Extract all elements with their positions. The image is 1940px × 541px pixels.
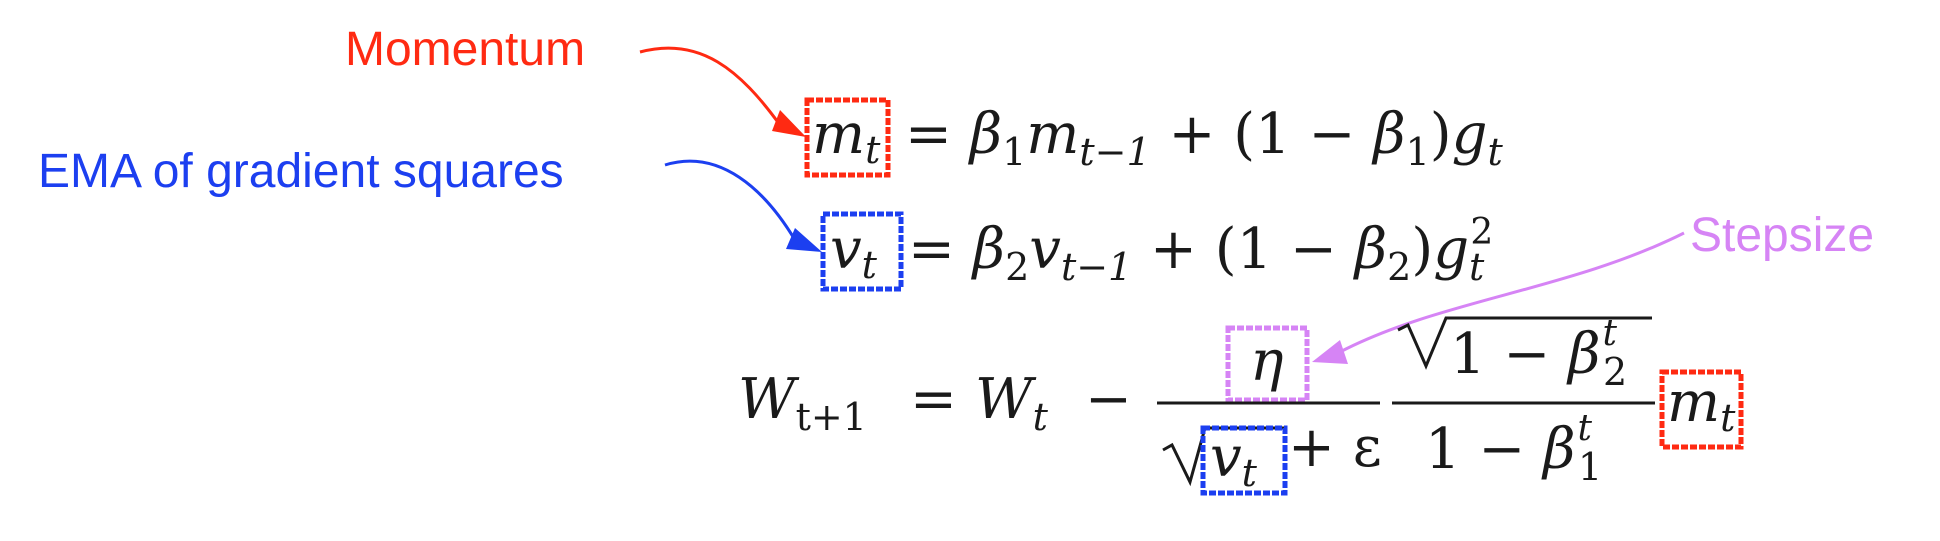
momentum-label: Momentum — [345, 23, 586, 76]
momentum-term-box — [1659, 369, 1744, 450]
v-rhs-token-6: β — [1353, 217, 1387, 282]
momentum-arrow — [639, 46, 806, 137]
stepsize-arrow — [1312, 231, 1685, 364]
v-rhs-token-5: + (1 − — [1132, 217, 1355, 282]
ema-rhs: = β2vt−1 + (1 − β2)gt2 — [908, 212, 1493, 289]
m-symbol: m — [812, 102, 865, 167]
correction-denominator: 1 − βt 1 — [1425, 408, 1602, 489]
m-term: mt — [1667, 370, 1736, 440]
correction-radical — [1397, 316, 1652, 370]
v-rhs-token-0: = — [908, 217, 973, 282]
v-rhs-token-9: g — [1433, 217, 1469, 282]
v-denominator: vt — [1210, 425, 1258, 495]
w-minus: − — [1085, 367, 1132, 432]
m-rhs-token-8: ) — [1430, 102, 1452, 167]
v-rhs-token-8: ) — [1411, 217, 1433, 282]
v-rhs-token-3: v — [1029, 217, 1061, 282]
ema-label: EMA of gradient squares — [38, 145, 564, 198]
svg-text:vt: vt — [830, 217, 878, 287]
m-rhs-token-7: 1 — [1406, 130, 1430, 174]
m-rhs-token-6: β — [1371, 102, 1405, 167]
m-rhs-token-5: + (1 − — [1151, 102, 1374, 167]
m-rhs-token-10: t — [1488, 130, 1504, 174]
v-rhs-token-2: 2 — [1005, 245, 1029, 289]
momentum-rhs: = β1mt−1 + (1 − β1)gt — [905, 102, 1504, 174]
weight-update-equation: Wt+1 = Wt − η vt + ε 1 − βt 2 1 − βt 1 mt — [738, 313, 1744, 496]
v-rhs-token-11: 2 — [1470, 212, 1493, 253]
v-symbol: v — [830, 217, 862, 282]
m-rhs-token-4: t−1 — [1079, 130, 1150, 174]
correction-numerator: 1 − βt 2 — [1450, 313, 1627, 394]
v-rhs-token-7: 2 — [1387, 245, 1411, 289]
ema-equation: vt = β2vt−1 + (1 − β2)gt2 — [820, 211, 1493, 292]
v-rhs-token-10: t — [1469, 245, 1485, 289]
momentum-equation: mt = β1mt−1 + (1 − β1)gt — [804, 97, 1504, 178]
stepsize-box — [1225, 325, 1310, 403]
m-rhs-token-9: g — [1452, 102, 1488, 167]
w-t: Wt — [975, 367, 1049, 439]
svg-text:mt: mt — [812, 102, 881, 172]
v-rhs-token-4: t−1 — [1061, 245, 1132, 289]
m-rhs-token-3: m — [1026, 102, 1079, 167]
epsilon-term: + ε — [1288, 415, 1382, 480]
m-rhs-token-1: β — [968, 102, 1002, 167]
eta-symbol: η — [1250, 329, 1284, 394]
m-rhs-token-0: = — [905, 102, 970, 167]
momentum-lhs-box — [804, 97, 891, 178]
v-subscript: t — [862, 243, 878, 287]
w-equals: = — [910, 367, 957, 432]
v-rhs-token-1: β — [971, 217, 1005, 282]
stepsize-label: Stepsize — [1690, 209, 1875, 262]
v-denominator-box — [1200, 425, 1288, 496]
ema-lhs-box — [820, 211, 904, 292]
w-lhs: Wt+1 — [738, 367, 867, 439]
m-subscript: t — [865, 128, 881, 172]
m-rhs-token-2: 1 — [1002, 130, 1026, 174]
ema-arrow — [664, 159, 822, 252]
